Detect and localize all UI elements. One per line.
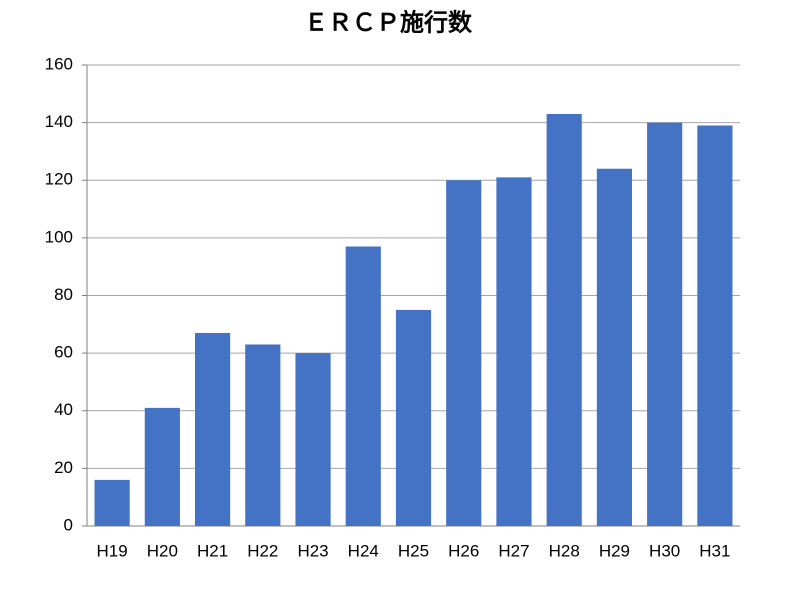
x-tick-label: H30 bbox=[649, 541, 680, 560]
x-tick-label: H26 bbox=[448, 541, 479, 560]
bar bbox=[194, 332, 231, 526]
bar bbox=[245, 344, 281, 526]
bar bbox=[596, 168, 633, 526]
y-tick-label: 100 bbox=[45, 227, 73, 246]
x-tick-label: H24 bbox=[348, 541, 379, 560]
x-tick-label: H25 bbox=[398, 541, 429, 560]
x-tick-label: H21 bbox=[197, 541, 228, 560]
x-tick-label: H23 bbox=[297, 541, 328, 560]
y-tick-label: 40 bbox=[54, 400, 73, 419]
bar bbox=[94, 479, 130, 526]
y-tick-label: 140 bbox=[45, 112, 73, 131]
bar bbox=[647, 122, 683, 526]
x-tick-label: H28 bbox=[549, 541, 580, 560]
y-tick-label: 120 bbox=[45, 170, 73, 189]
bar bbox=[446, 180, 482, 526]
x-tick-label: H22 bbox=[247, 541, 278, 560]
bar bbox=[496, 177, 532, 526]
x-tick-label: H29 bbox=[599, 541, 630, 560]
bar bbox=[546, 113, 582, 526]
bar bbox=[697, 125, 733, 526]
x-tick-label: H19 bbox=[97, 541, 128, 560]
x-tick-label: H27 bbox=[498, 541, 529, 560]
y-tick-label: 160 bbox=[45, 54, 73, 73]
bar bbox=[345, 246, 381, 527]
x-tick-label: H31 bbox=[699, 541, 730, 560]
x-tick-label: H20 bbox=[147, 541, 178, 560]
y-tick-label: 80 bbox=[54, 285, 73, 304]
chart-title: ＥＲＣＰ施行数 bbox=[304, 8, 473, 36]
y-tick-label: 60 bbox=[54, 343, 73, 362]
bar bbox=[295, 353, 331, 526]
y-tick-label: 20 bbox=[54, 458, 73, 477]
bar bbox=[144, 407, 180, 526]
y-tick-label: 0 bbox=[64, 515, 73, 534]
bar bbox=[395, 309, 432, 526]
